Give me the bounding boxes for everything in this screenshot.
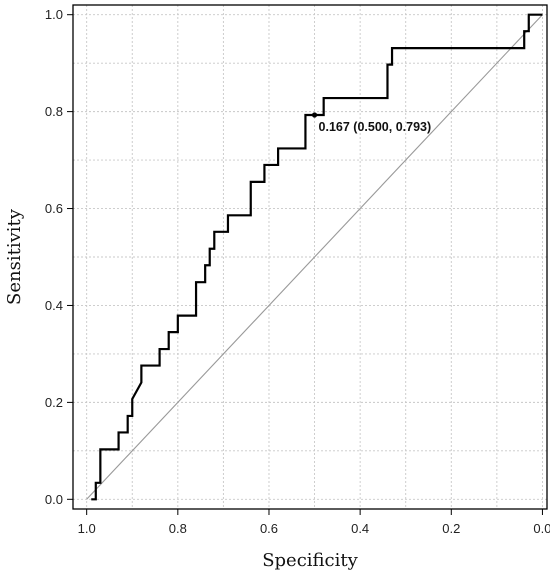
annotation-layer: 0.167 (0.500, 0.793)	[311, 112, 432, 134]
threshold-point	[311, 112, 318, 118]
y-axis-ticks: 0.0 0.2 0.4 0.6 0.8 1.0	[45, 7, 73, 507]
y-tick-label: 0.4	[45, 298, 63, 313]
grid	[73, 5, 547, 509]
x-axis-title: Specificity	[262, 550, 358, 571]
plot-frame	[72, 4, 548, 510]
y-tick-label: 0.6	[45, 201, 63, 216]
roc-line	[91, 13, 543, 501]
x-tick-label: 0.6	[260, 521, 278, 536]
threshold-label: 0.167 (0.500, 0.793)	[319, 120, 432, 134]
roc-curve	[91, 13, 543, 501]
x-tick-label: 0.8	[169, 521, 187, 536]
y-tick-label: 0.2	[45, 395, 63, 410]
y-tick-label: 0.0	[45, 492, 63, 507]
x-axis-ticks: 1.0 0.8 0.6 0.4 0.2 0.0	[78, 509, 550, 536]
y-tick-label: 1.0	[45, 7, 63, 22]
reference-line	[86, 14, 543, 500]
y-axis-title: Sensitivity	[4, 208, 25, 305]
x-tick-label: 1.0	[78, 521, 96, 536]
y-tick-label: 0.8	[45, 104, 63, 119]
x-tick-label: 0.0	[533, 521, 550, 536]
x-tick-label: 0.2	[442, 521, 460, 536]
x-tick-label: 0.4	[351, 521, 369, 536]
reference-diagonal	[86, 14, 543, 500]
